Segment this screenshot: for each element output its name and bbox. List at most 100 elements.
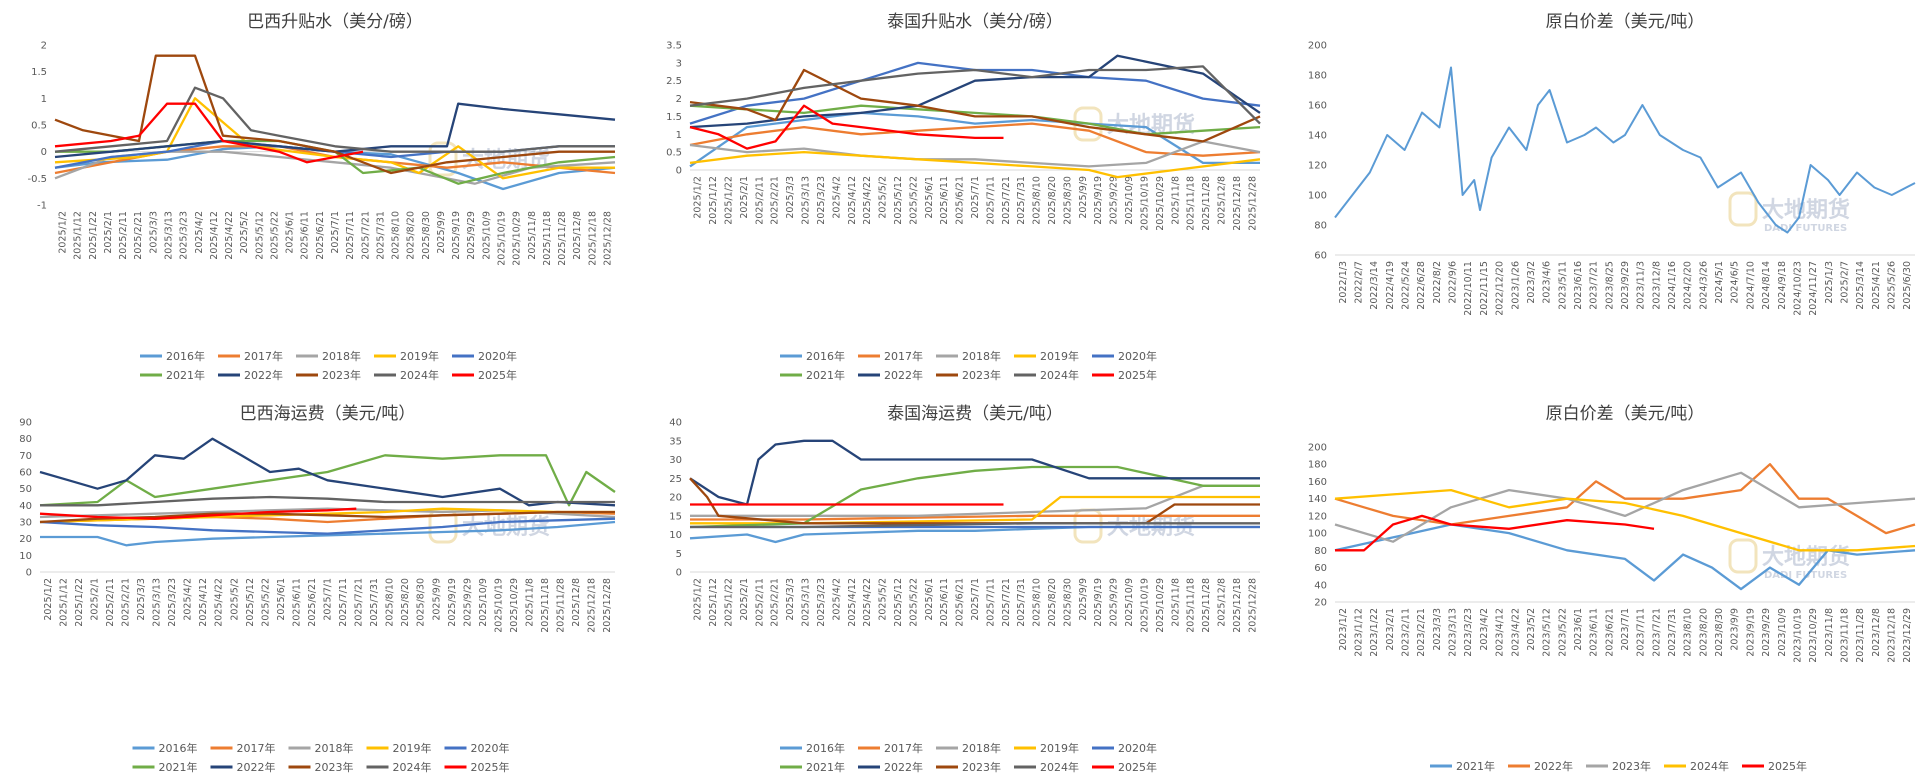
legend-label: 2021年 <box>1456 759 1495 773</box>
x-tick-label: 2025/1/2 <box>693 176 704 219</box>
legend-label: 2017年 <box>237 741 276 755</box>
y-tick-label: 80 <box>1314 546 1327 557</box>
y-tick-label: 15 <box>669 511 682 522</box>
y-tick-label: 0 <box>41 147 47 158</box>
watermark-en: DADI FUTURES <box>1764 223 1847 234</box>
watermark-cn: 大地期货 <box>1762 544 1850 570</box>
series-line-2022年 <box>689 439 1260 506</box>
legend-item: 2023年 <box>288 760 354 774</box>
x-tick-label: 2025/4/22 <box>862 578 873 627</box>
x-tick-label: 2024/7/10 <box>1745 261 1756 310</box>
y-tick-label: 120 <box>1308 161 1327 172</box>
legend-label: 2024年 <box>1040 368 1079 382</box>
x-tick-label: 2025/1/3 <box>1824 261 1835 304</box>
x-tick-label: 2025/9/9 <box>431 578 442 621</box>
legend-label: 2025年 <box>1118 368 1157 382</box>
x-tick-label: 2025/9/19 <box>1093 578 1104 627</box>
series-line-2016年 <box>40 520 616 547</box>
x-tick-label: 2025/11/8 <box>1170 578 1181 627</box>
x-tick-label: 2025/4/2 <box>831 176 842 219</box>
legend-label: 2018年 <box>962 349 1001 363</box>
x-tick-label: 2025/9/9 <box>1078 176 1089 219</box>
legend-item: 2021年 <box>780 368 845 382</box>
y-tick-label: 60 <box>19 468 32 479</box>
x-tick-label: 2023/6/16 <box>1573 261 1584 310</box>
x-tick-label: 2025/6/21 <box>315 211 326 260</box>
x-tick-label: 2025/5/22 <box>908 578 919 627</box>
y-tick-label: 0.5 <box>31 121 47 132</box>
legend-item: 2018年 <box>936 741 1001 755</box>
x-tick-label: 2025/12/8 <box>571 578 582 627</box>
legend-item: 2022年 <box>218 368 283 382</box>
x-tick-label: 2023/12/29 <box>1902 608 1913 663</box>
x-tick-label: 2024/10/23 <box>1792 261 1803 316</box>
x-tick-label: 2025/8/30 <box>416 578 427 627</box>
x-tick-label: 2025/7/31 <box>375 211 386 260</box>
y-tick-label: 25 <box>669 474 682 485</box>
x-tick-label: 2023/6/1 <box>1573 608 1584 651</box>
x-tick-label: 2025/5/22 <box>269 211 280 260</box>
y-tick-label: 40 <box>19 501 32 512</box>
y-tick-label: 100 <box>1308 529 1327 540</box>
legend-item: 2023年 <box>936 368 1001 382</box>
x-tick-label: 2023/2/1 <box>1385 608 1396 651</box>
legend-item: 2025年 <box>1092 760 1157 774</box>
x-tick-label: 2025/4/2 <box>183 578 194 621</box>
x-tick-label: 2025/11/18 <box>1186 578 1197 633</box>
x-tick-label: 2025/1/2 <box>693 578 704 621</box>
x-tick-label: 2025/6/21 <box>955 176 966 225</box>
brazil-freight-chart: 巴西海运费（美元/吨） 90 80 70 60 50 40 30 20 10 0 2025/1/2 20… <box>19 404 616 774</box>
x-tick-label: 2022/12/20 <box>1495 261 1506 316</box>
series-line-原白价差 <box>1334 66 1916 234</box>
x-tick-label: 2023/1/2 <box>1338 608 1349 651</box>
x-tick-label: 2023/11/18 <box>1839 608 1850 663</box>
y-tick-label: 2.5 <box>666 76 682 87</box>
y-tick-label: 20 <box>19 534 32 545</box>
x-tick-label: 2025/10/19 <box>1139 176 1150 231</box>
x-tick-label: 2025/4/12 <box>847 578 858 627</box>
x-tick-label: 2024/5/1 <box>1714 261 1725 304</box>
x-tick-label: 2023/6/11 <box>1589 608 1600 657</box>
x-tick-label: 2025/7/31 <box>1016 176 1027 225</box>
x-tick-label: 2025/2/21 <box>770 176 781 225</box>
y-tick-label: 140 <box>1308 494 1327 505</box>
x-tick-label: 2025/9/9 <box>1078 578 1089 621</box>
x-tick-label: 2025/5/2 <box>229 578 240 621</box>
x-tick-label: 2025/1/22 <box>74 578 85 627</box>
x-tick-label: 2025/1/12 <box>708 578 719 627</box>
x-tick-label: 2023/10/9 <box>1777 608 1788 657</box>
x-tick-label: 2022/6/28 <box>1416 261 1427 310</box>
series-line-2018年 <box>690 484 1260 517</box>
x-tick-label: 2023/9/9 <box>1730 608 1741 651</box>
x-tick-label: 2025/8/30 <box>1062 176 1073 225</box>
x-tick-label: 2023/7/21 <box>1651 608 1662 657</box>
x-tick-label: 2025/10/29 <box>1155 176 1166 231</box>
x-tick-label: 2025/1/12 <box>708 176 719 225</box>
legend-item: 2023年 <box>1586 759 1651 773</box>
x-tick-label: 2024/6/5 <box>1730 261 1741 304</box>
x-tick-label: 2025/11/18 <box>540 578 551 633</box>
legend-label: 2023年 <box>962 760 1001 774</box>
x-tick-label: 2025/7/21 <box>360 211 371 260</box>
legend-label: 2022年 <box>884 368 923 382</box>
x-tick-label: 2025/10/9 <box>1124 578 1135 627</box>
x-tick-label: 2025/10/9 <box>1124 176 1135 225</box>
x-tick-label: 2022/9/6 <box>1448 261 1459 304</box>
x-tick-label: 2023/8/30 <box>1714 608 1725 657</box>
legend-label: 2021年 <box>159 760 198 774</box>
y-tick-label: 60 <box>1314 563 1327 574</box>
y-tick-label: 20 <box>1314 598 1327 609</box>
legend-label: 2017年 <box>884 349 923 363</box>
x-tick-label: 2025/11/18 <box>1186 176 1197 231</box>
chart-title: 巴西升贴水（美分/磅） <box>247 12 423 32</box>
x-tick-label: 2025/1/12 <box>58 578 69 627</box>
series-line-2024年 <box>1334 488 1916 552</box>
series-line-2021年 <box>689 104 1261 136</box>
y-tick-label: 0 <box>676 166 682 177</box>
x-tick-label: 2023/11/3 <box>1636 261 1647 310</box>
legend-label: 2019年 <box>1040 349 1079 363</box>
x-tick-label: 2025/6/1 <box>924 176 935 219</box>
series-line-2021年 <box>1334 523 1916 591</box>
